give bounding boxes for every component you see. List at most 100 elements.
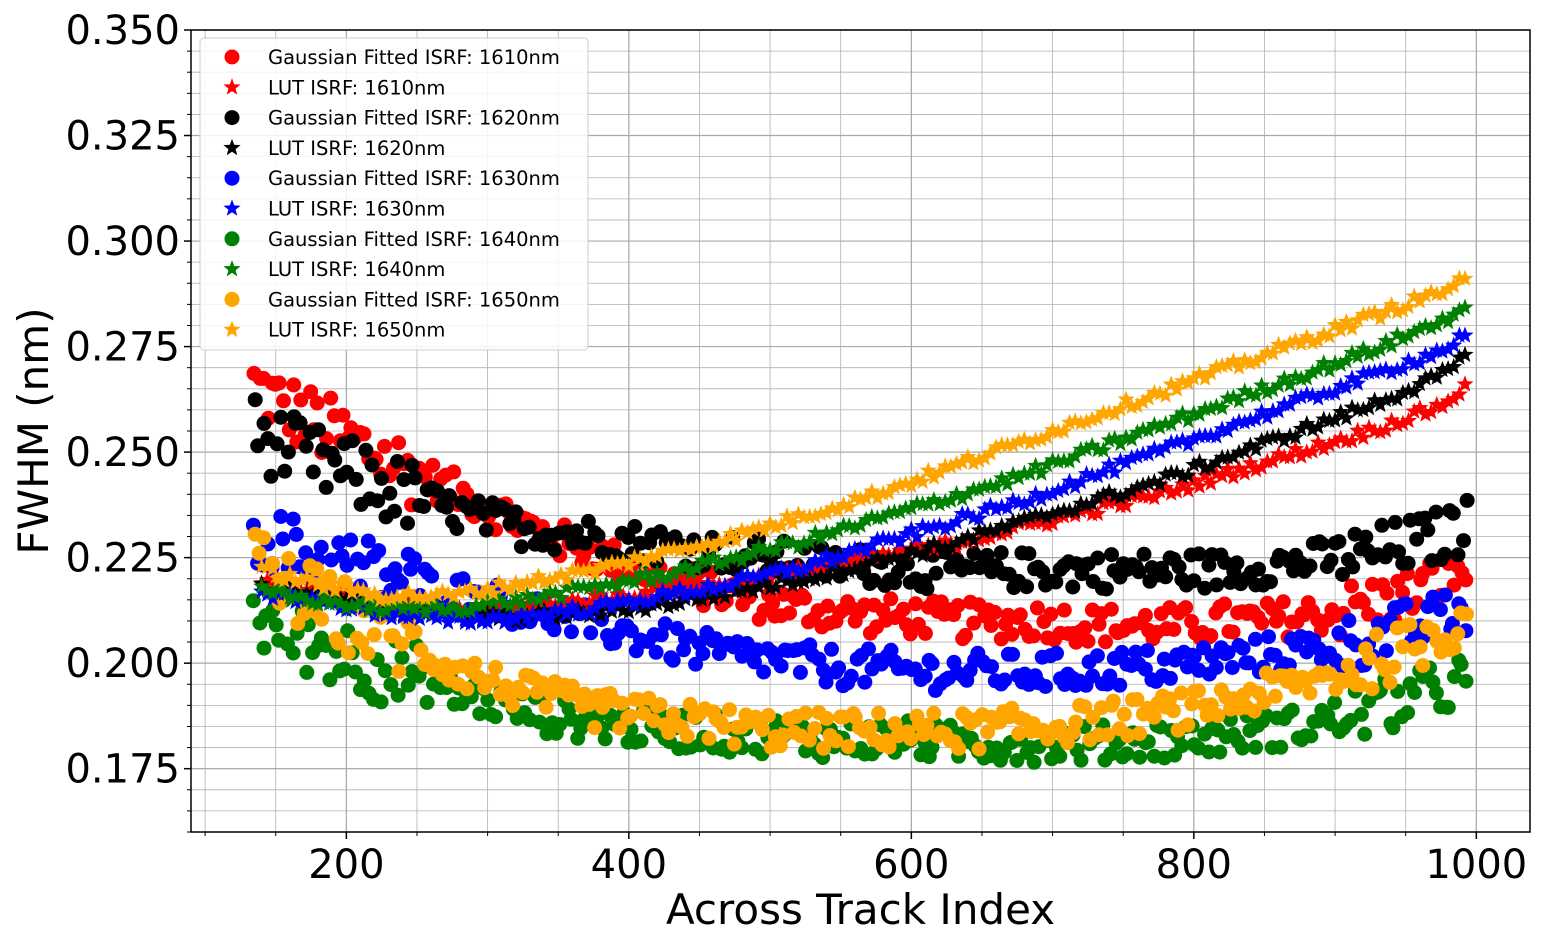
data-point [580,604,598,621]
data-point [1072,414,1090,431]
data-point [1298,414,1316,432]
data-point [323,390,339,406]
data-point [1073,752,1089,768]
data-point [1428,395,1446,412]
data-point [1377,331,1395,349]
data-point [320,576,338,593]
data-point [682,563,700,580]
data-point [993,516,1011,534]
data-point [981,444,999,461]
data-point [1055,480,1073,497]
data-point [1292,419,1310,437]
data-point [993,469,1011,486]
data-point [1398,596,1414,612]
data-point [1343,432,1361,449]
data-point [507,573,525,591]
data-point [1270,445,1288,462]
data-point [760,707,776,723]
data-point [1217,596,1233,612]
data-point [1416,345,1434,362]
series-gaussian-fitted-isrf-1630nm [245,509,1474,698]
data-point [485,672,501,688]
data-point [1400,351,1418,368]
data-point [1371,361,1389,379]
data-point [513,611,531,628]
data-point [1383,296,1401,313]
data-point [1224,448,1242,465]
data-point [863,482,881,499]
data-point [1179,481,1197,498]
data-point [1433,342,1451,359]
data-point [1360,345,1378,362]
data-point [1236,464,1254,481]
data-point [1458,572,1474,588]
data-point [976,522,994,540]
data-point [1377,360,1395,377]
data-point [816,740,831,756]
data-point [305,464,321,480]
data-point [1038,485,1056,502]
data-point [772,569,790,586]
data-point [1038,456,1056,473]
data-point [1029,600,1045,616]
data-point [1230,443,1248,460]
data-point [722,549,740,566]
data-point [942,538,960,555]
data-point [532,714,547,730]
data-point [1371,423,1389,440]
data-point [829,501,847,518]
data-point [391,435,407,451]
data-point [400,515,415,531]
data-point [1332,429,1350,446]
data-point [1168,482,1186,499]
data-point [1083,436,1101,453]
data-point [1388,416,1406,433]
data-point [1168,380,1186,397]
data-point [1335,567,1350,582]
data-point [1428,685,1444,701]
data-point [646,713,662,729]
data-point [456,582,474,599]
data-point [1459,606,1474,622]
data-point [1106,463,1124,480]
data-point [1094,441,1112,458]
data-point [309,395,325,411]
data-point [1326,432,1344,450]
data-point [1388,303,1406,320]
data-point [1326,316,1344,333]
data-point [1165,703,1181,719]
data-point [1337,312,1355,330]
data-point [256,415,272,431]
data-point [413,642,429,658]
data-point [1247,461,1265,478]
data-point [580,595,598,612]
legend-circle-marker [224,110,240,126]
data-point [439,601,457,618]
data-point [1174,431,1192,448]
data-point [445,587,463,604]
data-point [1314,536,1330,552]
data-point [1405,382,1423,400]
data-point [1270,376,1288,393]
data-point [1415,658,1431,673]
data-point [705,548,723,565]
data-point [1337,432,1355,449]
data-point [1388,390,1406,407]
data-point [908,544,926,561]
data-point [1162,484,1180,501]
data-point [505,698,521,713]
data-point [459,681,475,697]
data-point [896,601,911,617]
data-point [277,463,293,479]
data-point [1360,418,1378,435]
data-point [953,489,971,507]
data-point [868,509,886,526]
data-point [1128,644,1144,660]
data-point [1100,455,1118,472]
y-axis-title: FWHM (nm) [9,307,58,554]
data-point [1450,348,1468,365]
data-point [1292,369,1310,387]
data-point [1270,402,1288,419]
data-point [885,477,903,495]
data-point [880,484,898,501]
